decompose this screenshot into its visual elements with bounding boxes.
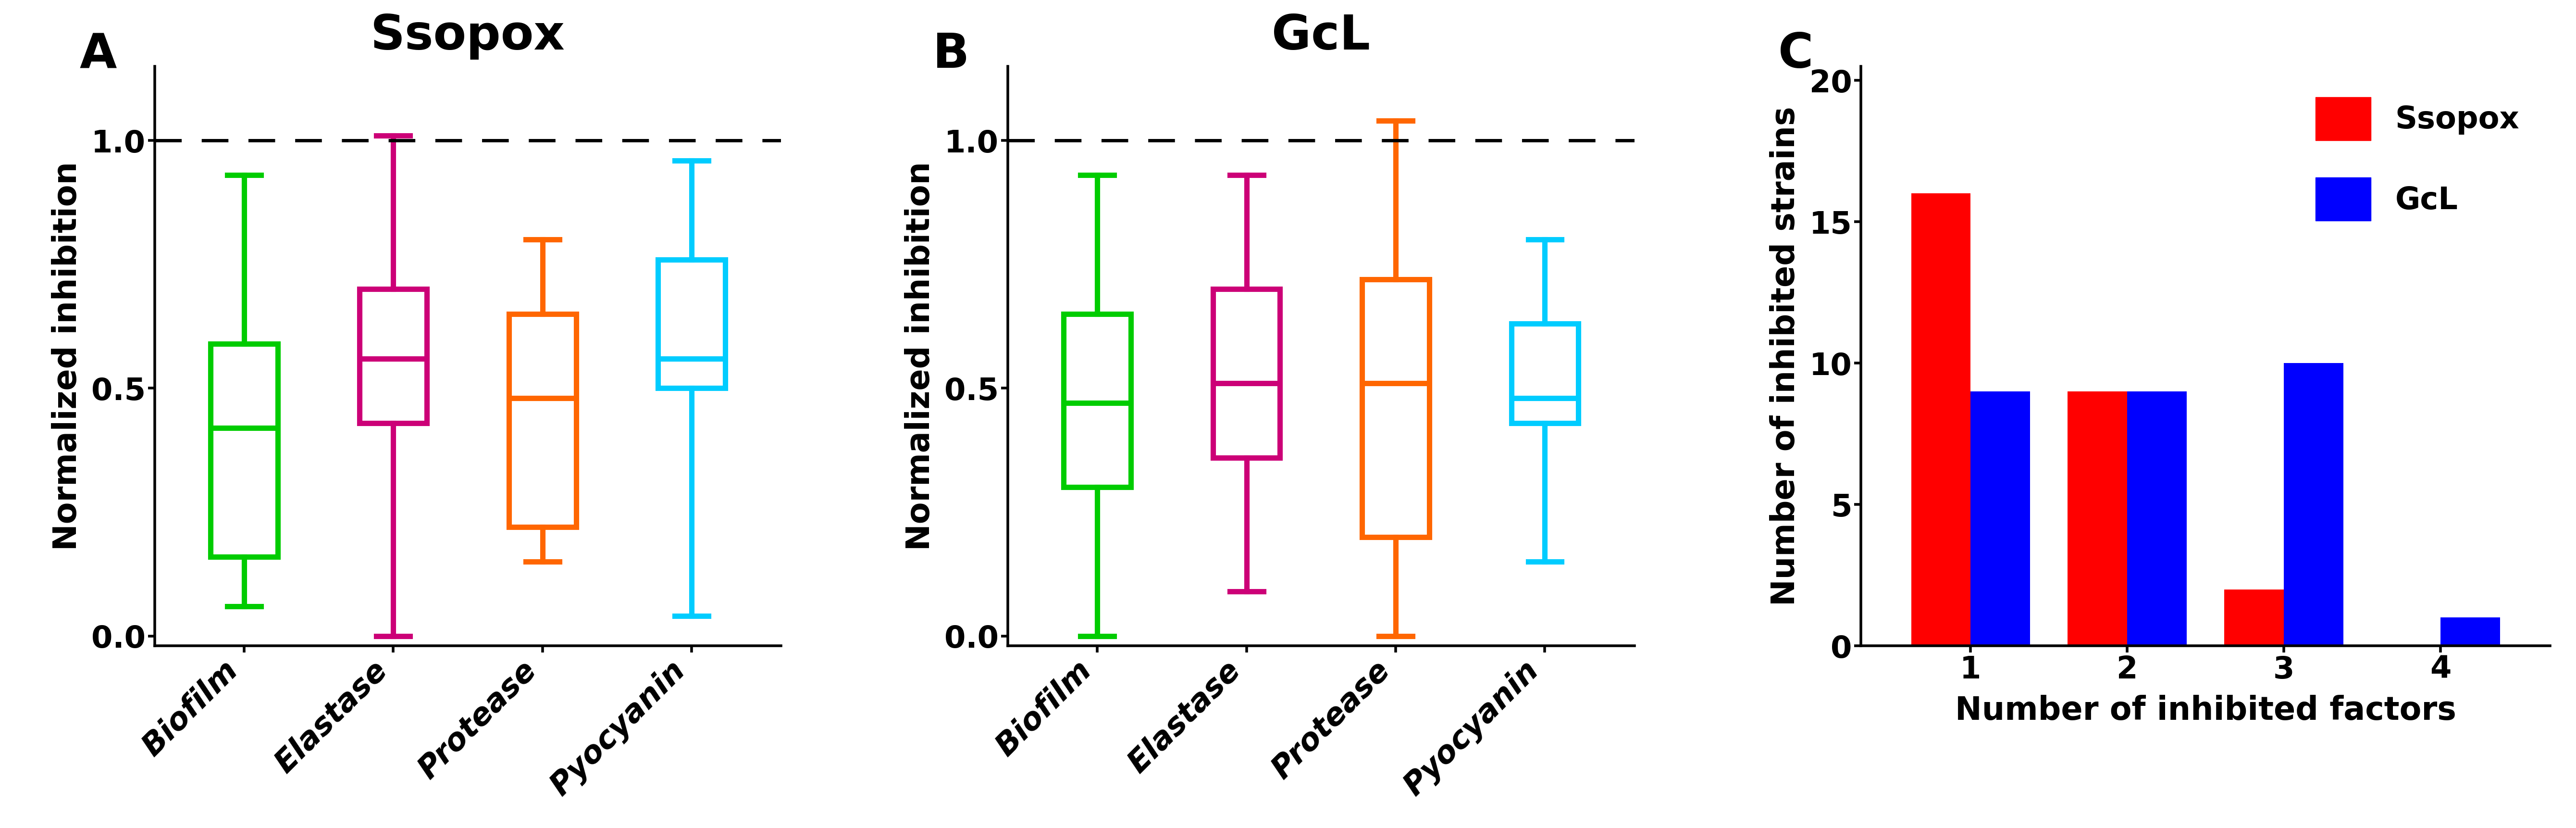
PathPatch shape [211, 344, 278, 556]
PathPatch shape [1363, 279, 1430, 537]
Title: Ssopox: Ssopox [371, 13, 564, 60]
PathPatch shape [1512, 324, 1579, 423]
Bar [2285, 363, 2344, 646]
PathPatch shape [1064, 314, 1131, 488]
PathPatch shape [657, 259, 726, 388]
Bar [2226, 590, 2285, 646]
Y-axis label: Number of inhibited strains: Number of inhibited strains [1770, 106, 1801, 606]
PathPatch shape [1213, 289, 1280, 458]
Text: B: B [933, 31, 969, 78]
Text: C: C [1777, 31, 1814, 78]
Bar [2439, 618, 2501, 646]
Text: A: A [80, 31, 116, 78]
PathPatch shape [510, 314, 577, 527]
Title: GcL: GcL [1273, 13, 1370, 60]
Y-axis label: Normalized inhibition: Normalized inhibition [52, 161, 82, 551]
Y-axis label: Normalized inhibition: Normalized inhibition [904, 161, 938, 551]
Bar [2069, 392, 2128, 646]
Bar [1971, 392, 2030, 646]
X-axis label: Number of inhibited factors: Number of inhibited factors [1955, 695, 2455, 726]
Bar [1911, 194, 1971, 646]
PathPatch shape [361, 289, 428, 423]
Bar [2128, 392, 2187, 646]
Legend: Ssopox, GcL: Ssopox, GcL [2300, 82, 2535, 236]
